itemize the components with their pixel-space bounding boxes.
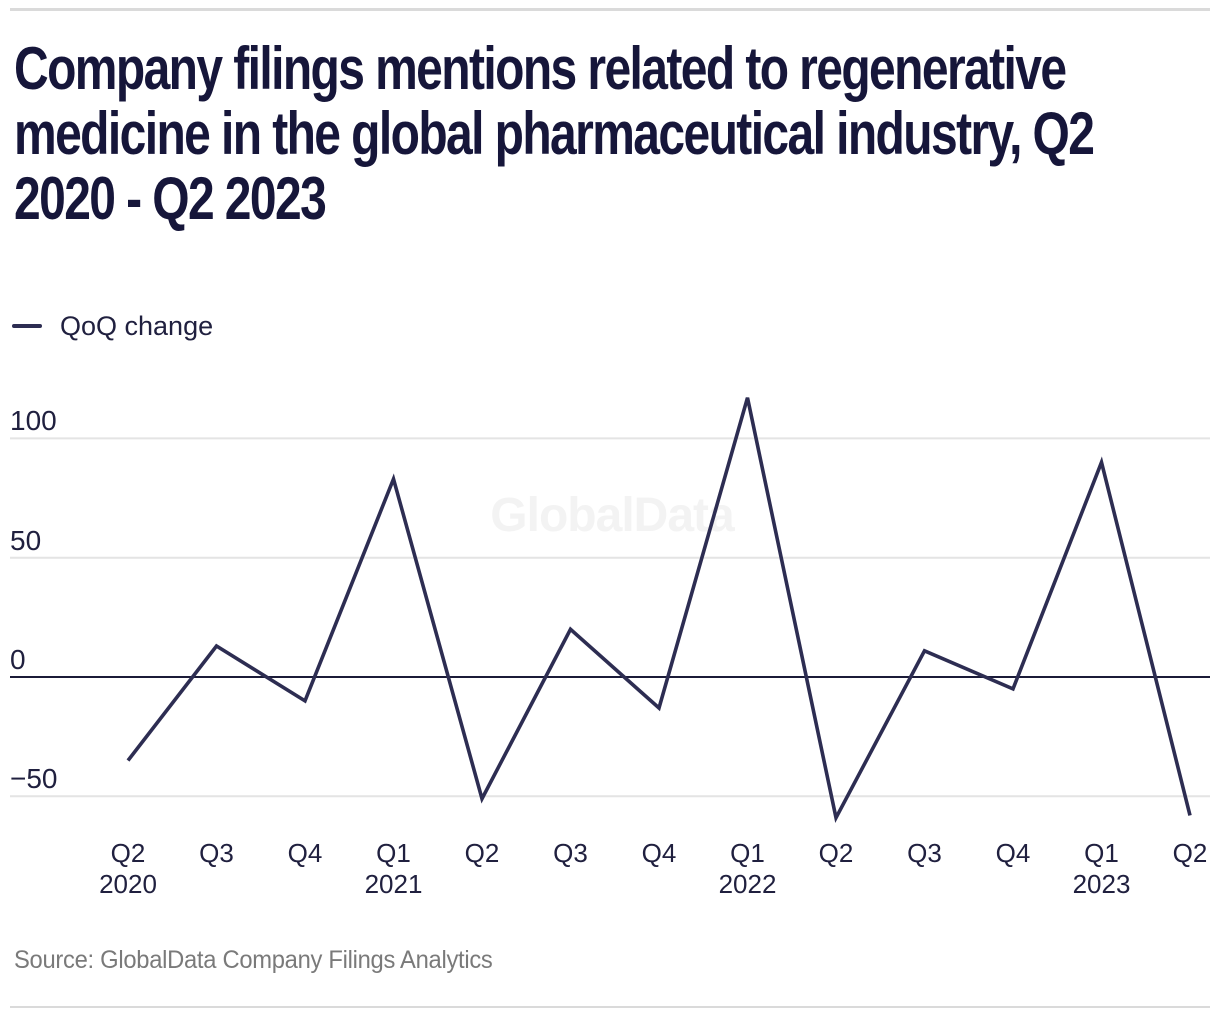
x-axis-label-quarter: Q1: [730, 838, 765, 868]
page-title: Company filings mentions related to rege…: [14, 36, 1220, 231]
x-axis-label-quarter: Q3: [907, 838, 942, 868]
x-axis-label-year: 2023: [1072, 869, 1131, 899]
x-axis-label-quarter: Q1: [1084, 838, 1119, 868]
qoq-change-line-chart: GlobalData 100 50 0 −50 Q2 2020 Q3 Q4 Q1 2021 Q2 Q3…: [0, 380, 1220, 910]
y-axis-tick-label: −50: [10, 763, 58, 795]
x-axis-label-quarter: Q2: [110, 838, 146, 868]
x-axis-label-quarter: Q3: [199, 838, 234, 868]
x-axis-label-quarter: Q3: [553, 838, 588, 868]
x-axis-label-year: 2022: [718, 869, 777, 899]
y-axis-tick-label: 50: [10, 524, 42, 556]
legend: QoQ change: [12, 310, 213, 342]
bottom-rule: [10, 1006, 1210, 1008]
page-title-line-1: Company filings mentions related to rege…: [14, 35, 1067, 102]
x-axis-label-quarter: Q4: [995, 838, 1031, 868]
y-axis-tick-label: 0: [10, 644, 26, 675]
x-axis-label-year: 2020: [99, 869, 157, 899]
source-note: Source: GlobalData Company Filings Analy…: [14, 946, 493, 974]
x-axis-label-quarter: Q2: [1172, 838, 1208, 868]
x-axis-label-quarter: Q4: [287, 838, 323, 868]
x-axis-label-year: 2021: [364, 869, 423, 899]
top-rule: [10, 8, 1210, 11]
x-axis-label-quarter: Q2: [464, 838, 500, 868]
page-title-line-2: medicine in the global pharmaceutical in…: [14, 100, 1095, 167]
x-axis-label-quarter: Q4: [641, 838, 677, 868]
page-title-line-3: 2020 - Q2 2023: [14, 165, 327, 232]
x-axis-label-quarter: Q1: [376, 838, 411, 868]
y-axis-tick-label: 100: [10, 405, 57, 437]
legend-line-swatch: [12, 323, 42, 329]
x-axis-label-quarter: Q2: [818, 838, 854, 868]
legend-label: QoQ change: [60, 310, 214, 341]
watermark: GlobalData: [490, 489, 734, 542]
qoq-change-line: [126, 397, 1192, 824]
chart-svg: [10, 397, 1210, 824]
